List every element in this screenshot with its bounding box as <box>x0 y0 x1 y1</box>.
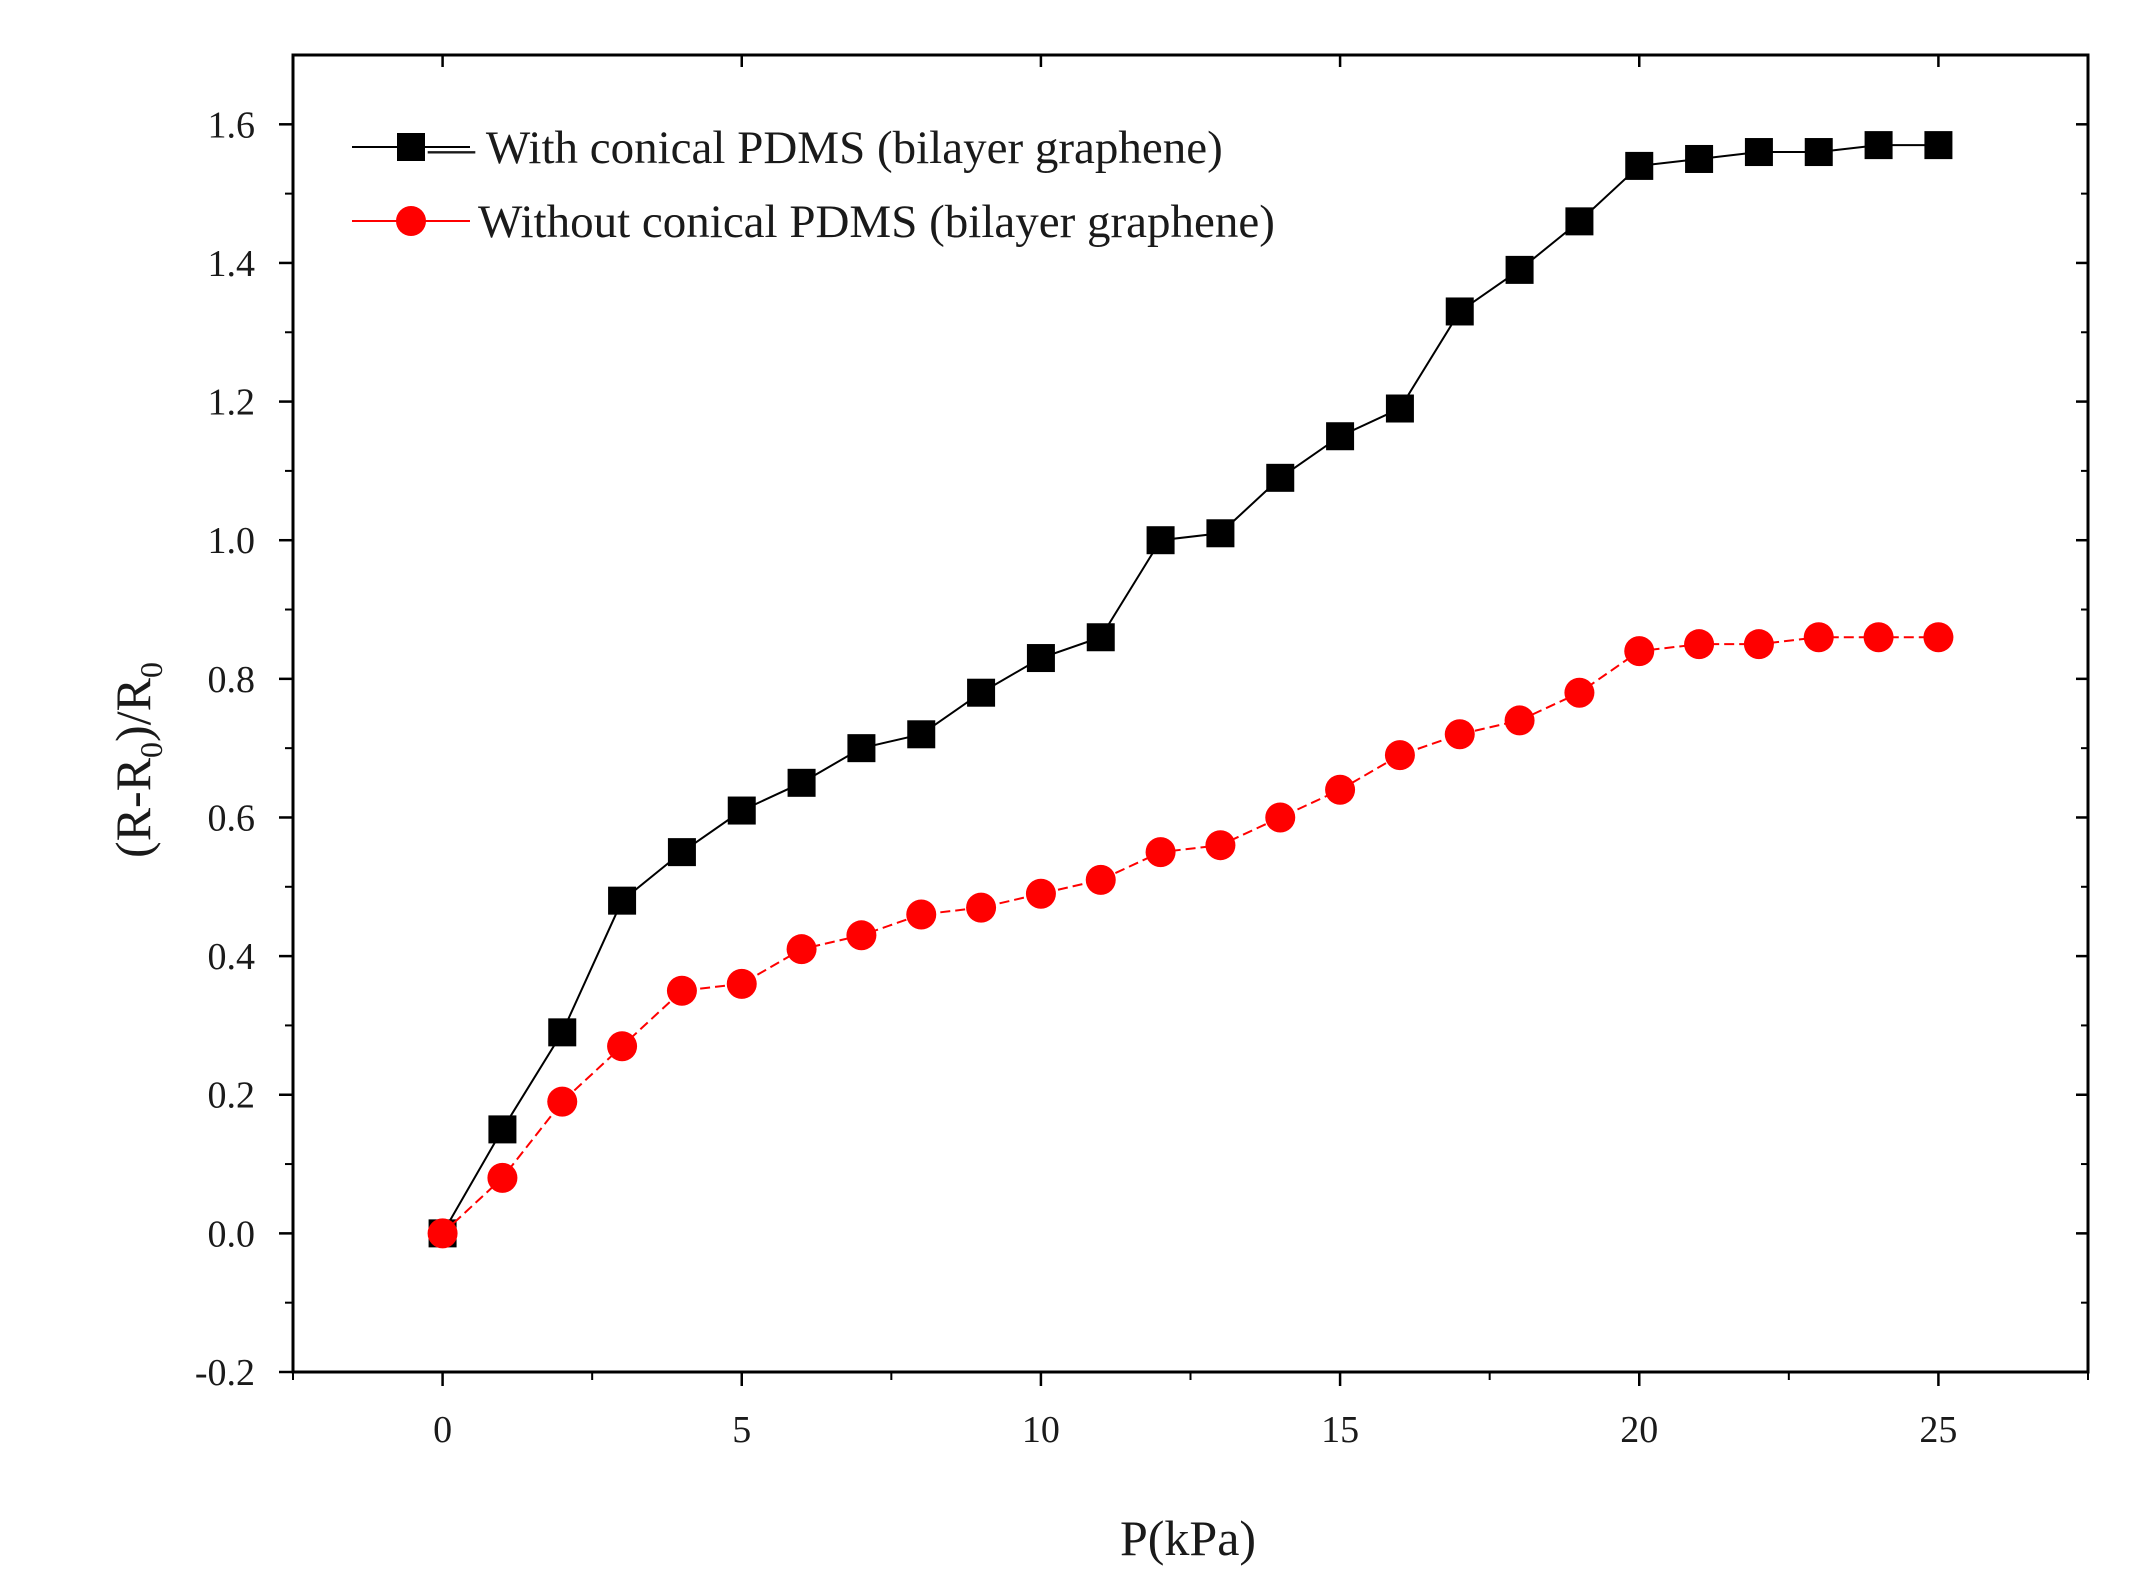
legend-marker-square <box>397 133 425 161</box>
x-axis: 0 5 10 15 20 25 <box>292 55 2089 1451</box>
x-tick-label: 20 <box>1620 1409 1658 1451</box>
data-point-circle <box>666 975 697 1006</box>
series-1-line <box>441 144 1939 1234</box>
data-point-square <box>1266 463 1295 492</box>
data-point-circle <box>547 1086 578 1117</box>
data-point-circle <box>1743 629 1774 660</box>
data-point-square <box>787 768 816 797</box>
legend-label: Without conical PDMS (bilayer graphene) <box>478 196 1275 248</box>
data-point-square <box>1505 255 1534 284</box>
y-tick-label: 1.0 <box>208 520 256 562</box>
data-point-circle <box>786 934 817 965</box>
data-point-circle <box>726 968 757 999</box>
data-point-square <box>847 734 876 763</box>
plot-area <box>291 53 2090 1374</box>
x-tick-label: 0 <box>433 1409 452 1451</box>
y-tick-label: 0.8 <box>208 659 256 701</box>
data-point-circle <box>1325 774 1356 805</box>
data-point-circle <box>1444 719 1475 750</box>
data-point-square <box>1086 623 1115 652</box>
data-point-square <box>608 886 637 915</box>
y-tick-label: 0.0 <box>208 1213 256 1255</box>
data-point-square <box>1625 151 1654 180</box>
data-point-square <box>488 1115 517 1144</box>
y-tick-label: 0.2 <box>208 1075 256 1117</box>
x-tick-label: 15 <box>1321 1409 1359 1451</box>
data-point-circle <box>1564 677 1595 708</box>
data-point-circle <box>1085 864 1116 895</box>
data-point-circle <box>607 1031 638 1062</box>
y-tick-label: 1.2 <box>208 382 256 424</box>
data-point-square <box>548 1018 577 1047</box>
data-point-square <box>907 720 936 749</box>
y-axis-title-part-2: )/R <box>105 677 161 742</box>
series-2-line <box>441 636 1939 1235</box>
y-tick-label: 1.6 <box>208 104 256 146</box>
data-point-circle <box>1684 629 1715 660</box>
y-axis-title-subscript-2: 0 <box>133 662 169 678</box>
data-point-circle <box>1145 837 1176 868</box>
x-axis-title: P(kPa) <box>1120 1510 1256 1566</box>
data-point-circle <box>966 892 997 923</box>
legend-label: — With conical PDMS (bilayer graphene) <box>427 122 1223 174</box>
legend: — With conical PDMS (bilayer graphene) Wi… <box>352 122 1275 248</box>
x-tick-label: 25 <box>1919 1409 1957 1451</box>
data-point-square <box>1206 519 1235 548</box>
data-point-square <box>1924 131 1953 160</box>
data-point-circle <box>846 920 877 951</box>
y-tick-label: 1.4 <box>208 243 256 285</box>
data-point-square <box>1864 131 1893 160</box>
data-point-circle <box>1504 705 1535 736</box>
data-point-circle <box>1923 622 1954 653</box>
data-point-square <box>1326 422 1355 451</box>
data-point-circle <box>1624 636 1655 667</box>
data-point-square <box>1685 144 1714 173</box>
data-point-circle <box>1384 740 1415 771</box>
data-point-square <box>1565 207 1594 236</box>
data-point-circle <box>487 1162 518 1193</box>
series-2 <box>427 622 1954 1249</box>
y-axis: -0.2 0.0 0.2 0.4 0.6 0.8 1.0 1.2 1.4 1.6 <box>195 104 2088 1394</box>
data-point-circle <box>1863 622 1894 653</box>
legend-marker-circle <box>396 206 426 236</box>
data-point-circle <box>427 1218 458 1249</box>
series-1 <box>428 131 1953 1248</box>
data-point-circle <box>1803 622 1834 653</box>
data-point-circle <box>906 899 937 930</box>
y-axis-title-subscript-1: 0 <box>133 742 169 758</box>
data-point-square <box>1385 394 1414 423</box>
data-point-circle <box>1025 878 1056 909</box>
y-axis-title: (R-R0)/R0 <box>105 662 169 858</box>
data-point-circle <box>1205 830 1236 861</box>
x-tick-label: 10 <box>1022 1409 1060 1451</box>
x-tick-label: 5 <box>732 1409 751 1451</box>
y-axis-title-part-1: (R-R <box>105 757 161 858</box>
data-point-square <box>1026 644 1055 673</box>
data-point-square <box>1804 138 1833 167</box>
data-point-square <box>727 796 756 825</box>
legend-item-1: — With conical PDMS (bilayer graphene) <box>352 122 1223 174</box>
data-point-square <box>667 838 696 867</box>
y-tick-label: 0.4 <box>208 936 256 978</box>
data-point-square <box>967 678 996 707</box>
data-point-circle <box>1265 802 1296 833</box>
legend-item-2: Without conical PDMS (bilayer graphene) <box>352 196 1275 248</box>
data-point-square <box>1146 526 1175 555</box>
y-tick-label: 0.6 <box>208 797 256 839</box>
plot-frame <box>291 53 2090 1374</box>
series-layer <box>427 131 1954 1249</box>
data-point-square <box>1744 138 1773 167</box>
y-tick-label: -0.2 <box>195 1352 255 1394</box>
data-point-square <box>1445 297 1474 326</box>
